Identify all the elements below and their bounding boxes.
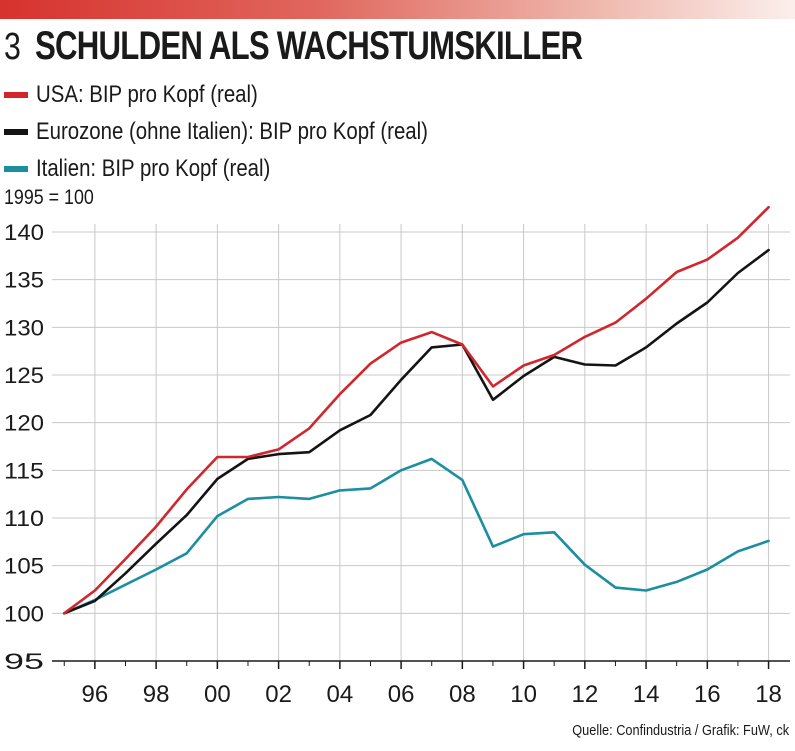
legend-swatch-eurozone bbox=[4, 128, 28, 135]
chart-title: SCHULDEN ALS WACHSTUMSKILLER bbox=[35, 24, 583, 68]
x-tick-label: 12 bbox=[571, 681, 598, 708]
legend-item-usa: USA: BIP pro Kopf (real) bbox=[4, 76, 497, 113]
legend-label-usa: USA: BIP pro Kopf (real) bbox=[36, 80, 258, 108]
legend-label-italien: Italien: BIP pro Kopf (real) bbox=[36, 154, 271, 182]
y-axis-unit-label: 1995 = 100 bbox=[4, 186, 94, 209]
x-tick-label: 14 bbox=[633, 681, 660, 708]
x-tick-label: 02 bbox=[265, 681, 292, 708]
legend-swatch-italien bbox=[4, 165, 28, 172]
chart-number: 3 bbox=[4, 26, 21, 68]
legend: USA: BIP pro Kopf (real) Eurozone (ohne … bbox=[4, 76, 497, 187]
y-tick-label: 95 bbox=[4, 649, 44, 674]
y-tick-label: 120 bbox=[4, 411, 44, 436]
y-tick-label: 130 bbox=[4, 315, 44, 340]
x-tick-label: 00 bbox=[204, 681, 231, 708]
legend-item-italien: Italien: BIP pro Kopf (real) bbox=[4, 150, 497, 187]
x-tick-label: 10 bbox=[510, 681, 537, 708]
series-line-eurozone bbox=[62, 248, 770, 615]
series-line-italien bbox=[62, 457, 770, 615]
chart-header: 3 SCHULDEN ALS WACHSTUMSKILLER bbox=[4, 24, 737, 76]
y-tick-label: 135 bbox=[4, 268, 44, 293]
legend-item-eurozone: Eurozone (ohne Italien): BIP pro Kopf (r… bbox=[4, 113, 497, 150]
line-chart: 95 100 105 110 115 120 125 130 135 140 96 98 00 02 04 0… bbox=[4, 205, 790, 708]
y-tick-label: 105 bbox=[4, 554, 44, 579]
x-tick-label: 96 bbox=[82, 681, 109, 708]
x-tick-label: 04 bbox=[326, 681, 353, 708]
y-tick-label: 115 bbox=[4, 458, 44, 483]
y-tick-label: 100 bbox=[4, 601, 44, 626]
x-tick-label: 18 bbox=[755, 681, 782, 708]
x-tick-label: 06 bbox=[388, 681, 415, 708]
y-tick-label: 110 bbox=[4, 506, 44, 531]
x-tick-label: 98 bbox=[143, 681, 170, 708]
y-tick-label: 125 bbox=[4, 363, 44, 388]
top-accent-bar bbox=[0, 0, 795, 19]
x-tick-label: 16 bbox=[694, 681, 721, 708]
y-tick-label: 140 bbox=[4, 220, 44, 245]
legend-label-eurozone: Eurozone (ohne Italien): BIP pro Kopf (r… bbox=[36, 117, 428, 145]
source-note: Quelle: Confindustria / Grafik: FuW, ck bbox=[572, 722, 789, 739]
x-tick-label: 08 bbox=[449, 681, 476, 708]
series-line-usa bbox=[62, 205, 770, 615]
legend-swatch-usa bbox=[4, 91, 28, 98]
